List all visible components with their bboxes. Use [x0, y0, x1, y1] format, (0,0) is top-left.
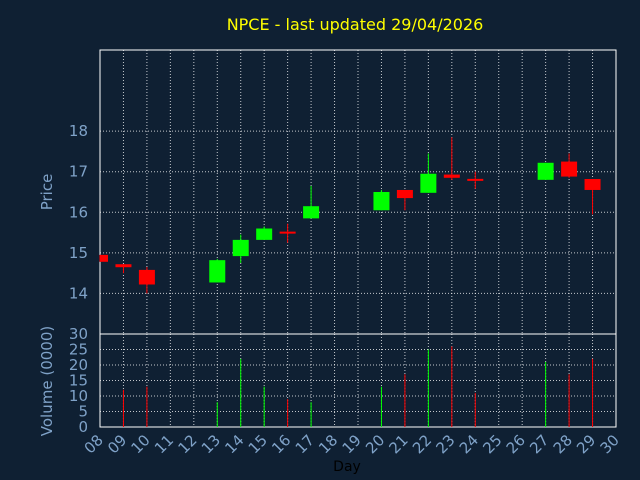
price-panel: 14 15 16 17 18: [69, 49, 617, 335]
candle-body: [561, 161, 578, 177]
candle-body: [373, 192, 390, 211]
candle-body: [443, 174, 460, 178]
day-tick-label: 17: [292, 431, 318, 457]
day-tick-label: 13: [198, 431, 224, 457]
day-tick-label: 19: [339, 431, 365, 457]
day-tick-label: 29: [573, 431, 599, 457]
candle-body: [537, 162, 554, 180]
candle-17: [303, 185, 320, 219]
day-tick-label: 26: [503, 431, 529, 457]
day-tick-label: 21: [386, 431, 412, 457]
candle-10: [138, 267, 155, 294]
price-axis-label: Price: [38, 174, 56, 211]
candle-21: [396, 189, 413, 211]
volume-axis-label: Volume (0000): [38, 326, 56, 436]
candle-body: [209, 260, 226, 283]
day-axis-label: Day: [333, 459, 361, 475]
candle-body: [232, 239, 249, 257]
candle-14: [232, 234, 249, 263]
day-tick-label: 28: [550, 431, 576, 457]
candle-24: [467, 171, 484, 189]
day-tick-label: 20: [362, 431, 388, 457]
volume-tick-label: 0: [78, 418, 88, 436]
day-tick-label: 09: [104, 431, 130, 457]
candle-body: [584, 179, 601, 190]
candle-27: [537, 162, 554, 180]
candle-body: [420, 173, 437, 193]
price-tick-label: 15: [69, 244, 88, 262]
volume-tick-label: 30: [69, 325, 88, 343]
candle-22: [420, 153, 437, 193]
volume-frame: [99, 333, 617, 428]
price-tick-label: 16: [69, 203, 88, 221]
day-tick-label: 30: [597, 431, 623, 457]
candle-body: [100, 254, 108, 262]
volume-tick-label: 20: [69, 356, 88, 374]
candle-body: [256, 228, 273, 240]
day-tick-label: 12: [174, 431, 200, 457]
volume-tick-label: 15: [69, 372, 88, 390]
volume-tick-label: 10: [69, 387, 88, 405]
candle-29: [584, 179, 601, 215]
price-tick-label: 14: [69, 284, 88, 302]
day-tick-label: 27: [526, 431, 552, 457]
candle-09: [115, 264, 132, 274]
day-tick-label: 25: [479, 431, 505, 457]
candle-16: [279, 223, 296, 243]
price-tick-label: 17: [69, 163, 88, 181]
day-tick-label: 10: [128, 431, 154, 457]
price-tick-label: 18: [69, 122, 88, 140]
candle-08: [99, 254, 108, 262]
volume-tick-label: 25: [69, 341, 88, 359]
candle-28: [561, 153, 578, 178]
day-tick-label: 15: [245, 431, 271, 457]
volume-tick-label: 5: [78, 403, 88, 421]
candle-body: [138, 269, 155, 285]
candle-body: [396, 189, 413, 199]
candle-23: [443, 137, 460, 180]
candle-20: [373, 189, 390, 211]
candle-body: [115, 264, 132, 268]
day-tick-label: 22: [409, 431, 435, 457]
candle-body: [303, 206, 320, 219]
day-tick-label: 23: [432, 431, 458, 457]
chart-title: NPCE - last updated 29/04/2026: [227, 15, 484, 34]
day-tick-label: 24: [456, 431, 482, 457]
volume-panel: 0510152025300809101112131415161718192021…: [69, 325, 623, 457]
day-tick-label: 18: [315, 431, 341, 457]
candle-15: [256, 226, 273, 240]
day-tick-label: 16: [268, 431, 294, 457]
candle-13: [209, 258, 226, 283]
day-tick-label: 14: [221, 431, 247, 457]
day-tick-label: 11: [151, 431, 177, 457]
